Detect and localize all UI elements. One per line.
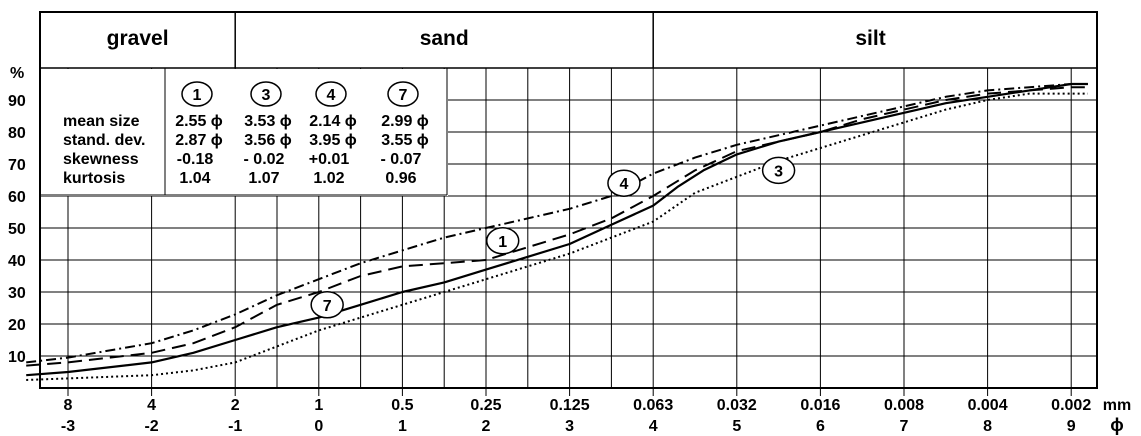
cumulative-curves <box>26 82 1088 381</box>
x-tick-label-phi: 4 <box>649 418 658 435</box>
sample-id: 3 <box>262 87 271 104</box>
stats-value: 2.14 ϕ <box>309 113 357 130</box>
x-axis-label-mm: mm <box>1103 397 1131 414</box>
stats-value: 3.95 ϕ <box>309 132 357 149</box>
curve-label-circle <box>310 291 344 319</box>
curve-label-1: 1 <box>498 234 507 251</box>
y-tick-label: 10 <box>8 349 26 366</box>
stats-value: 3.56 ϕ <box>244 132 292 149</box>
x-tick-label-mm: 0.016 <box>800 397 840 414</box>
x-tick-label-mm: 8 <box>64 397 73 414</box>
stats-table-bg <box>41 69 448 196</box>
grain-class-label: gravel <box>107 27 169 50</box>
sample-id-circle <box>181 81 213 107</box>
x-tick-label-phi: 2 <box>482 418 491 435</box>
x-tick-label-phi: 3 <box>565 418 574 435</box>
x-tick-label-mm: 0.25 <box>470 397 501 414</box>
stats-value: 3.55 ϕ <box>381 132 429 149</box>
y-axis-label: % <box>10 65 24 82</box>
x-tick-label-mm: 0.008 <box>884 397 924 414</box>
curve-label-7: 7 <box>323 298 332 315</box>
y-tick-label: 70 <box>8 157 26 174</box>
stats-value: 0.96 <box>385 170 416 187</box>
x-tick-label-phi: 5 <box>732 418 741 435</box>
x-tick-label-phi: 0 <box>314 418 323 435</box>
stats-value: 2.55 ϕ <box>175 113 223 130</box>
stats-row-label: skewness <box>63 151 139 168</box>
y-tick-label: 80 <box>8 125 26 142</box>
stats-value: - 0.07 <box>381 151 422 168</box>
grain-class-label: sand <box>420 27 469 50</box>
x-tick-label-phi: 6 <box>816 418 825 435</box>
x-tick-label-mm: 1 <box>314 397 323 414</box>
x-tick-label-mm: 0.032 <box>717 397 757 414</box>
sample-id-circle <box>315 81 347 107</box>
stats-row-label: stand. dev. <box>63 132 145 149</box>
x-tick-label-phi: -3 <box>61 418 75 435</box>
stats-value: -0.18 <box>177 151 214 168</box>
x-tick-label-mm: 0.063 <box>633 397 673 414</box>
stats-value: 2.87 ϕ <box>175 132 223 149</box>
sample-id-circle <box>387 81 419 107</box>
y-tick-label: 90 <box>8 93 26 110</box>
x-tick-label-phi: 1 <box>398 418 407 435</box>
y-tick-label: 40 <box>8 253 26 270</box>
y-tick-label: 50 <box>8 221 26 238</box>
x-tick-label-mm: 0.125 <box>550 397 590 414</box>
curve-labels: 1 3 4 7 <box>310 156 796 319</box>
x-tick-label-mm: 4 <box>147 397 156 414</box>
plot-frame <box>39 11 1098 389</box>
axes: 102030405060708090%8-34-22-1100.510.2520… <box>8 65 1131 435</box>
x-tick-label-phi: -1 <box>228 418 242 435</box>
stats-value: 2.99 ϕ <box>381 113 429 130</box>
y-tick-label: 60 <box>8 189 26 206</box>
curve-1 <box>26 82 1088 377</box>
x-tick-label-mm: 2 <box>231 397 240 414</box>
sample-id: 4 <box>327 87 336 104</box>
curve-7 <box>26 86 1088 367</box>
x-tick-label-mm: 0.004 <box>968 397 1008 414</box>
x-tick-label-mm: 0.002 <box>1051 397 1091 414</box>
x-tick-label-mm: 0.5 <box>391 397 413 414</box>
stats-table: 1 3 4 7 mean size 2.55 ϕ 3.53 ϕ 2.14 ϕ 2.99 ϕ sta… <box>40 68 448 196</box>
sample-id: 7 <box>399 87 408 104</box>
stats-row-label: kurtosis <box>63 170 125 187</box>
curve-label-4: 4 <box>619 176 628 193</box>
stats-value: 3.53 ϕ <box>244 113 292 130</box>
x-axis-label-phi: ϕ <box>1110 415 1124 435</box>
curve-label-3: 3 <box>774 163 783 180</box>
x-tick-label-phi: 8 <box>983 418 992 435</box>
x-tick-label-phi: 9 <box>1067 418 1076 435</box>
x-tick-label-phi: 7 <box>900 418 909 435</box>
stats-value: +0.01 <box>309 151 350 168</box>
curve-label-circle <box>607 169 641 197</box>
x-tick-label-phi: -2 <box>144 418 158 435</box>
curve-label-circle <box>761 156 796 185</box>
sample-id: 1 <box>193 87 202 104</box>
stats-value: 1.02 <box>313 170 344 187</box>
y-tick-label: 30 <box>8 285 26 302</box>
sample-id-circle <box>250 81 282 107</box>
stats-value: 1.07 <box>248 170 279 187</box>
grain-class-header: gravel sand silt <box>107 12 886 68</box>
curve-label-circle <box>485 227 520 255</box>
y-tick-label: 20 <box>8 317 26 334</box>
curve-4 <box>26 83 1088 364</box>
grain-class-label: silt <box>855 27 885 50</box>
stats-value: 1.04 <box>179 170 210 187</box>
stats-row-label: mean size <box>63 113 140 130</box>
stats-value: - 0.02 <box>244 151 285 168</box>
